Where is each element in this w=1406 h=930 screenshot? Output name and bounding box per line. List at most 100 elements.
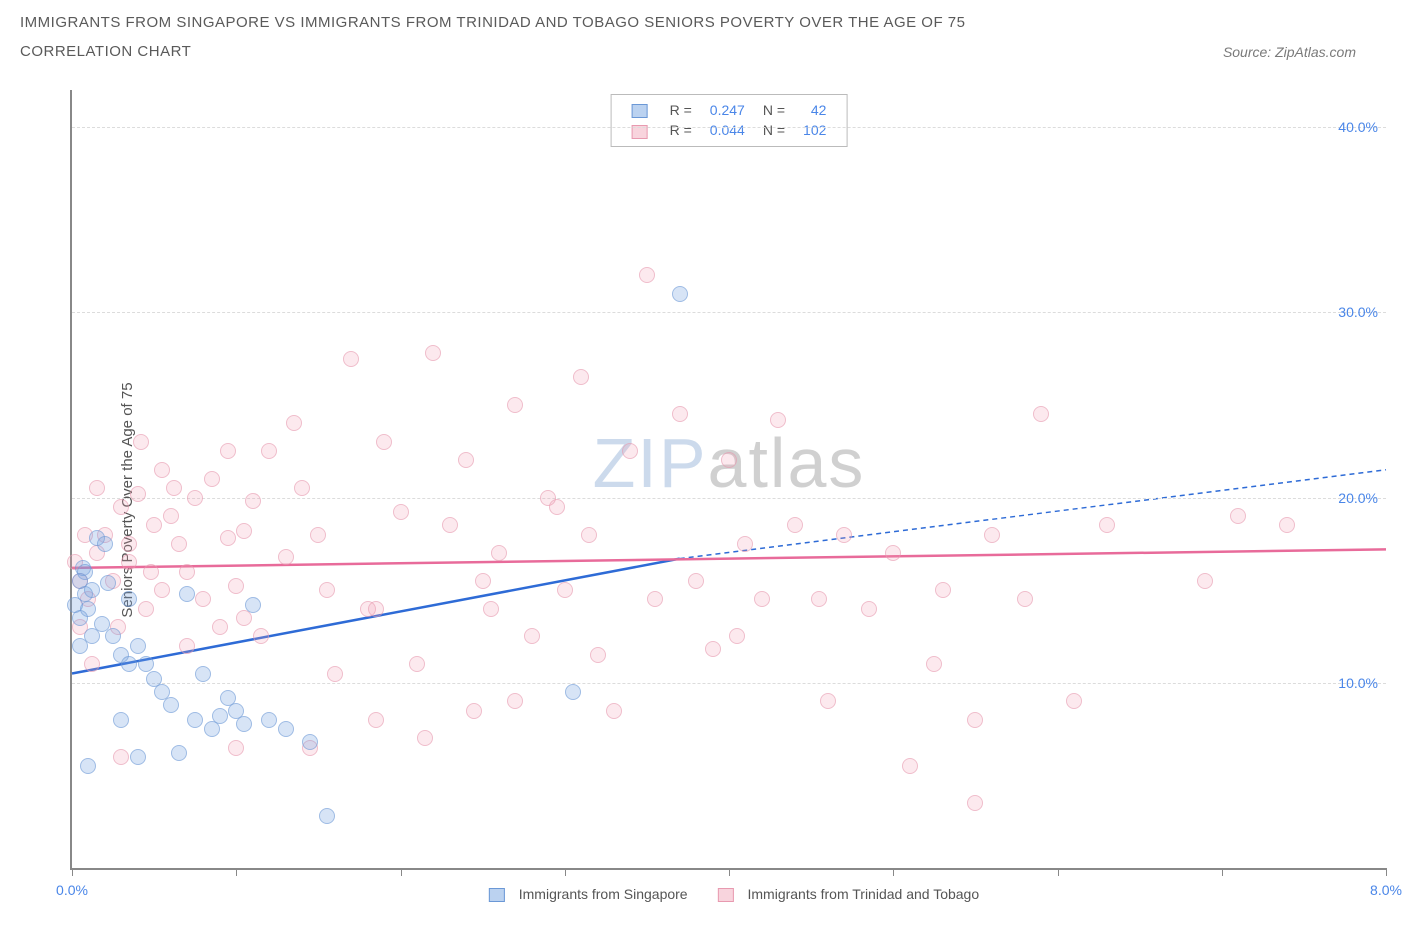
- data-point: [302, 734, 318, 750]
- data-point: [507, 693, 523, 709]
- data-point: [171, 536, 187, 552]
- data-point: [811, 591, 827, 607]
- data-point: [984, 527, 1000, 543]
- x-tick: [72, 868, 73, 876]
- y-tick-label: 20.0%: [1338, 490, 1378, 506]
- data-point: [1279, 517, 1295, 533]
- data-point: [1033, 406, 1049, 422]
- data-point: [138, 601, 154, 617]
- data-point: [261, 443, 277, 459]
- source-attribution: Source: ZipAtlas.com: [1223, 44, 1356, 60]
- trend-lines: [72, 90, 1386, 868]
- data-point: [327, 666, 343, 682]
- data-point: [228, 578, 244, 594]
- x-tick: [565, 868, 566, 876]
- data-point: [228, 740, 244, 756]
- data-point: [195, 591, 211, 607]
- data-point: [278, 549, 294, 565]
- data-point: [163, 508, 179, 524]
- data-point: [146, 517, 162, 533]
- scatter-plot: ZIPatlas R =0.247N =42R =0.044N =102 Imm…: [70, 90, 1386, 870]
- data-point: [67, 597, 83, 613]
- data-point: [425, 345, 441, 361]
- data-point: [105, 628, 121, 644]
- data-point: [179, 564, 195, 580]
- data-point: [565, 684, 581, 700]
- x-tick: [1222, 868, 1223, 876]
- data-point: [368, 712, 384, 728]
- data-point: [245, 493, 261, 509]
- data-point: [549, 499, 565, 515]
- data-point: [672, 406, 688, 422]
- data-point: [204, 471, 220, 487]
- x-tick-label: 0.0%: [56, 882, 88, 898]
- data-point: [770, 412, 786, 428]
- x-tick: [401, 868, 402, 876]
- data-point: [590, 647, 606, 663]
- data-point: [138, 656, 154, 672]
- data-point: [376, 434, 392, 450]
- data-point: [935, 582, 951, 598]
- gridline: [72, 312, 1386, 313]
- data-point: [622, 443, 638, 459]
- data-point: [967, 795, 983, 811]
- data-point: [179, 638, 195, 654]
- data-point: [409, 656, 425, 672]
- data-point: [212, 619, 228, 635]
- data-point: [319, 808, 335, 824]
- data-point: [1230, 508, 1246, 524]
- data-point: [179, 586, 195, 602]
- data-point: [902, 758, 918, 774]
- data-point: [253, 628, 269, 644]
- data-point: [187, 712, 203, 728]
- data-point: [113, 499, 129, 515]
- data-point: [113, 749, 129, 765]
- data-point: [507, 397, 523, 413]
- data-point: [171, 745, 187, 761]
- data-point: [84, 656, 100, 672]
- legend-item: Immigrants from Trinidad and Tobago: [708, 886, 980, 902]
- y-tick-label: 40.0%: [1338, 119, 1378, 135]
- data-point: [557, 582, 573, 598]
- chart-title: IMMIGRANTS FROM SINGAPORE VS IMMIGRANTS …: [0, 0, 1406, 37]
- data-point: [294, 480, 310, 496]
- data-point: [729, 628, 745, 644]
- data-point: [672, 286, 688, 302]
- data-point: [84, 582, 100, 598]
- gridline: [72, 127, 1386, 128]
- data-point: [133, 434, 149, 450]
- data-point: [121, 536, 137, 552]
- data-point: [236, 716, 252, 732]
- data-point: [77, 564, 93, 580]
- data-point: [166, 480, 182, 496]
- legend-stat-row: R =0.044N =102: [624, 121, 835, 139]
- data-point: [286, 415, 302, 431]
- data-point: [121, 591, 137, 607]
- data-point: [72, 638, 88, 654]
- data-point: [885, 545, 901, 561]
- data-point: [343, 351, 359, 367]
- x-tick: [1386, 868, 1387, 876]
- data-point: [220, 530, 236, 546]
- x-tick: [236, 868, 237, 876]
- data-point: [639, 267, 655, 283]
- legend-stats: R =0.247N =42R =0.044N =102: [611, 94, 848, 147]
- data-point: [1197, 573, 1213, 589]
- y-tick-label: 30.0%: [1338, 304, 1378, 320]
- data-point: [154, 582, 170, 598]
- data-point: [368, 601, 384, 617]
- data-point: [130, 749, 146, 765]
- data-point: [1017, 591, 1033, 607]
- data-point: [245, 597, 261, 613]
- data-point: [195, 666, 211, 682]
- data-point: [483, 601, 499, 617]
- x-tick: [1058, 868, 1059, 876]
- data-point: [261, 712, 277, 728]
- data-point: [861, 601, 877, 617]
- data-point: [573, 369, 589, 385]
- data-point: [926, 656, 942, 672]
- data-point: [187, 490, 203, 506]
- data-point: [458, 452, 474, 468]
- data-point: [1099, 517, 1115, 533]
- data-point: [130, 486, 146, 502]
